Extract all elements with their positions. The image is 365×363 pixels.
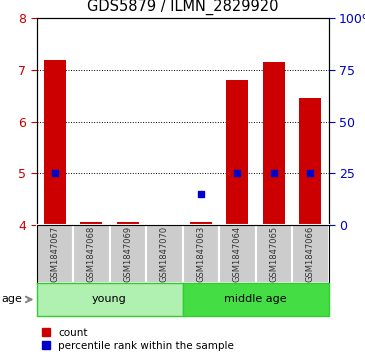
Text: GSM1847066: GSM1847066 bbox=[306, 226, 315, 282]
Bar bbox=[80, 223, 102, 225]
Text: GSM1847070: GSM1847070 bbox=[160, 226, 169, 282]
Bar bbox=[190, 223, 212, 225]
Text: young: young bbox=[92, 294, 127, 305]
Bar bbox=[36, 283, 182, 316]
Text: GSM1847069: GSM1847069 bbox=[123, 226, 132, 282]
Bar bbox=[226, 80, 248, 225]
Bar bbox=[255, 225, 292, 283]
Legend: count, percentile rank within the sample: count, percentile rank within the sample bbox=[42, 328, 234, 351]
Bar bbox=[219, 225, 256, 283]
Text: GSM1847064: GSM1847064 bbox=[233, 226, 242, 282]
Bar bbox=[182, 225, 219, 283]
Text: GSM1847063: GSM1847063 bbox=[196, 226, 205, 282]
Bar bbox=[117, 223, 139, 225]
Bar bbox=[110, 225, 146, 283]
Text: GSM1847068: GSM1847068 bbox=[87, 226, 96, 282]
Bar bbox=[146, 225, 182, 283]
Bar bbox=[292, 225, 328, 283]
Bar bbox=[44, 60, 66, 225]
Bar bbox=[263, 62, 285, 225]
Text: GSM1847065: GSM1847065 bbox=[269, 226, 278, 282]
Text: GSM1847067: GSM1847067 bbox=[50, 226, 59, 282]
Bar bbox=[73, 225, 110, 283]
Title: GDS5879 / ILMN_2829920: GDS5879 / ILMN_2829920 bbox=[87, 0, 278, 15]
Bar bbox=[299, 98, 321, 225]
Text: age: age bbox=[2, 294, 23, 305]
Bar bbox=[36, 225, 73, 283]
Bar bbox=[182, 283, 328, 316]
Text: middle age: middle age bbox=[224, 294, 287, 305]
